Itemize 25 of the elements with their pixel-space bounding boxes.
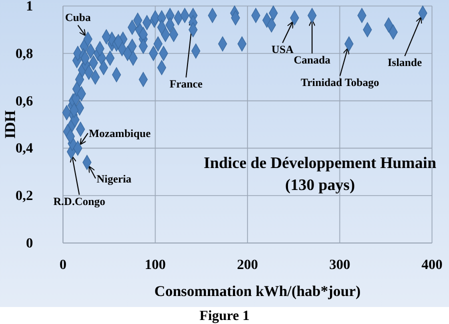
annotation: Canada: [294, 54, 331, 66]
x-tick-label: 300: [329, 258, 350, 273]
x-tick-label: 400: [422, 258, 442, 273]
text: (130 pays): [285, 177, 355, 194]
y-tick-label: 0,8: [16, 46, 33, 62]
annotation: Trinidad Tobago: [300, 76, 380, 89]
annotation: R.D.Congo: [53, 196, 106, 208]
caption: Figure 1: [200, 309, 250, 324]
annotation: Nigeria: [96, 173, 132, 186]
annotation: France: [170, 78, 203, 90]
x-axis-title: Consommation kWh/(hab*jour): [154, 284, 361, 300]
y-tick-label: 0,4: [16, 142, 33, 157]
y-tick-label: 1: [26, 0, 33, 14]
y-tick-label: 0,2: [16, 189, 33, 204]
x-tick-label: 0: [60, 258, 66, 273]
x-tick-label: 200: [237, 258, 258, 273]
y-tick-label: 0,6: [16, 94, 33, 110]
x-tick-label: 100: [144, 258, 166, 273]
y-axis-title: IDH: [3, 110, 19, 139]
annotation: USA: [272, 44, 294, 56]
annotation: Cuba: [65, 12, 92, 24]
text: Indice de Développement Humain: [204, 155, 436, 172]
annotation: Islande: [388, 57, 422, 70]
annotation: Mozambique: [88, 128, 151, 140]
y-tick-label: 0: [26, 236, 33, 252]
